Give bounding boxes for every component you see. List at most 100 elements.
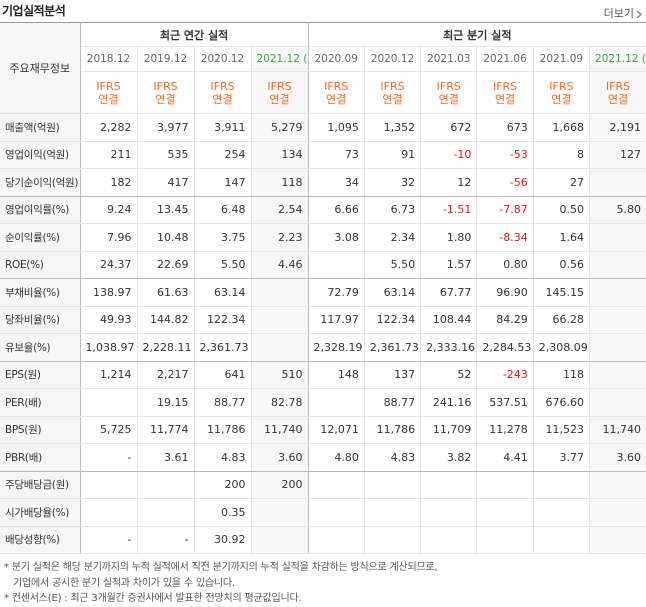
basis-cell: IFRS 연결	[420, 71, 478, 114]
value-cell: 535	[137, 141, 195, 169]
footnotes: * 분기 실적은 해당 분기까지의 누적 실적에서 직전 분기까지의 누적 실적…	[4, 560, 438, 607]
value-cell: 5,279	[251, 113, 309, 142]
empty-cell	[533, 498, 591, 527]
value-cell: 2,333.16	[420, 333, 478, 362]
value-cell: 1.64	[533, 223, 591, 252]
value-cell: 3.77	[533, 443, 591, 472]
consolidation-scope: 연결	[382, 92, 403, 106]
value-cell: 1.80	[420, 223, 478, 252]
value-cell: 3.61	[137, 443, 195, 472]
accounting-standard: IFRS	[492, 79, 518, 93]
empty-cell	[589, 306, 646, 334]
value-cell: 22.69	[137, 251, 195, 279]
data-row: 영업이익률(%) 9.24 13.45 6.48 2.54 6.66 6.73 -1.51 -7…	[0, 196, 646, 224]
value-cell: 27	[533, 168, 591, 197]
value-cell: 3.60	[589, 443, 646, 472]
header-row: 주요재무정보 최근 연간 실적 최근 분기 실적	[0, 22, 646, 114]
consolidation-scope: 연결	[607, 92, 629, 106]
basis-cell: IFRS 연결	[476, 71, 534, 114]
period-header: 2019.12	[137, 46, 195, 72]
empty-cell	[589, 361, 646, 389]
value-cell: -53	[476, 141, 534, 169]
basis-row: IFRS 연결 IFRS 연결 IFRS 연결 IFRS 연결 IFRS 연결 IFRS 연결 IFRS…	[0, 71, 646, 114]
value-cell: 254	[194, 141, 252, 169]
value-cell: 537.51	[476, 388, 534, 417]
row-label: BPS(원)	[0, 416, 81, 444]
value-cell: 67.77	[420, 278, 478, 307]
basis-cell: IFRS 연결	[533, 71, 591, 114]
value-cell: 1,095	[308, 113, 365, 142]
value-cell: 8	[533, 141, 591, 169]
empty-cell	[589, 251, 646, 279]
value-cell: 676.60	[533, 388, 591, 417]
accounting-standard: IFRS	[380, 79, 405, 93]
value-cell: -	[80, 526, 138, 554]
value-cell: 88.77	[364, 388, 422, 417]
value-cell: 134	[251, 141, 309, 169]
value-cell: 73	[308, 141, 365, 169]
consolidation-scope: 연결	[438, 92, 459, 106]
empty-cell	[420, 471, 478, 499]
value-cell: 144.82	[137, 306, 195, 334]
value-cell: 2.54	[251, 196, 309, 224]
empty-cell	[476, 526, 534, 554]
value-cell: -1.51	[420, 196, 478, 224]
value-cell: -8.34	[476, 223, 534, 252]
value-cell: 32	[364, 168, 422, 197]
empty-cell	[589, 526, 646, 554]
more-link[interactable]: 더보기	[604, 5, 642, 21]
accounting-standard: IFRS	[436, 79, 461, 93]
consolidation-scope: 연결	[212, 92, 233, 106]
value-cell: 2,361.73	[194, 333, 252, 362]
data-row: 영업이익(억원) 211 535 254 134 73 91 -10 -53 8 127	[0, 141, 646, 169]
value-cell: 11,278	[476, 416, 534, 444]
value-cell: 7.96	[80, 223, 138, 252]
value-cell: 0.80	[476, 251, 534, 279]
value-cell: 91	[364, 141, 422, 169]
value-cell: 0.50	[533, 196, 591, 224]
row-label: 배당성향(%)	[0, 526, 81, 554]
empty-cell	[308, 498, 365, 527]
consolidation-scope: 연결	[494, 92, 516, 106]
period-header: 2021.09	[533, 46, 591, 72]
financial-table: 주요재무정보 최근 연간 실적 최근 분기 실적 2018.12 2019.12 2020…	[0, 22, 646, 554]
basis-cell: IFRS 연결	[364, 71, 422, 114]
value-cell: 0.35	[194, 498, 252, 527]
empty-cell	[364, 498, 422, 527]
period-header: 2021.06	[476, 46, 534, 72]
value-cell: 1,214	[80, 361, 138, 389]
value-cell: 148	[308, 361, 365, 389]
value-cell: -	[80, 443, 138, 472]
value-cell: 118	[251, 168, 309, 197]
data-row: ROE(%) 24.37 22.69 5.50 4.46 5.50 1.57 0.80 0.56	[0, 251, 646, 279]
data-row: BPS(원) 5,725 11,774 11,786 11,740 12,071 11,78…	[0, 416, 646, 444]
empty-cell	[251, 278, 309, 307]
empty-cell	[476, 471, 534, 499]
empty-cell	[251, 306, 309, 334]
value-cell: 49.93	[80, 306, 138, 334]
empty-cell	[476, 498, 534, 527]
data-row: 순이익률(%) 7.96 10.48 3.75 2.23 3.08 2.34 1.80 -8.3…	[0, 223, 646, 252]
row-label: 당좌비율(%)	[0, 306, 81, 334]
value-cell: 84.29	[476, 306, 534, 334]
basis-cell: IFRS 연결	[308, 71, 365, 114]
value-cell: 200	[251, 471, 309, 499]
value-cell: 13.45	[137, 196, 195, 224]
value-cell: 10.48	[137, 223, 195, 252]
value-cell: -56	[476, 168, 534, 197]
more-text[interactable]: 더보기	[603, 7, 634, 20]
value-cell: 66.28	[533, 306, 591, 334]
value-cell: 19.15	[137, 388, 195, 417]
value-cell: 11,523	[533, 416, 591, 444]
value-cell: 3,911	[194, 113, 252, 142]
value-cell: 147	[194, 168, 252, 197]
value-cell: 673	[476, 113, 534, 142]
value-cell: 11,740	[251, 416, 309, 444]
empty-cell	[80, 388, 138, 417]
empty-cell	[589, 223, 646, 252]
empty-cell	[308, 388, 365, 417]
value-cell: -10	[420, 141, 478, 169]
footnote: * 컨센서스(E) : 최근 3개월간 증권사에서 발표한 전망치의 평균값입니…	[4, 593, 302, 604]
accounting-standard: IFRS	[267, 79, 292, 93]
value-cell: 200	[194, 471, 252, 499]
